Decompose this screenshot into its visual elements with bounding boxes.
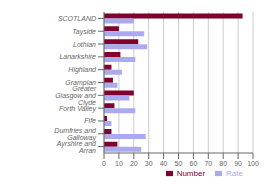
svg-text:70: 70 [204,160,212,167]
svg-text:GreaterGlasgow andClyde: GreaterGlasgow andClyde [55,85,97,107]
svg-text:0: 0 [102,160,106,167]
html-text:Number: Number [176,169,206,178]
svg-text:90: 90 [234,160,242,167]
svg-text:80: 80 [219,160,227,167]
svg-text:10: 10 [115,160,123,167]
svg-text:Forth Valley: Forth Valley [59,105,97,113]
svg-text:Lothian: Lothian [73,41,96,48]
svg-text:30: 30 [145,160,153,167]
svg-text:Fife: Fife [84,117,96,124]
svg-text:SCOTLAND: SCOTLAND [58,15,96,22]
svg-text:50: 50 [175,160,183,167]
html-text:Dumfries and: Dumfries and [54,126,96,134]
svg-text:100: 100 [247,160,259,167]
svg-text:40: 40 [160,160,168,167]
svg-text:60: 60 [190,160,198,167]
svg-text:Grampian: Grampian [65,79,96,86]
html-text:Galloway: Galloway [67,133,96,141]
svg-text:20: 20 [130,160,138,167]
svg-text:Highland: Highland [68,66,97,74]
svg-text:Ayrshire andArran: Ayrshire andArran [56,140,97,154]
svg-text:Lanarkshire: Lanarkshire [59,53,96,60]
svg-text:Tayside: Tayside [72,28,96,36]
html-text:Rate: Rate [226,169,243,178]
